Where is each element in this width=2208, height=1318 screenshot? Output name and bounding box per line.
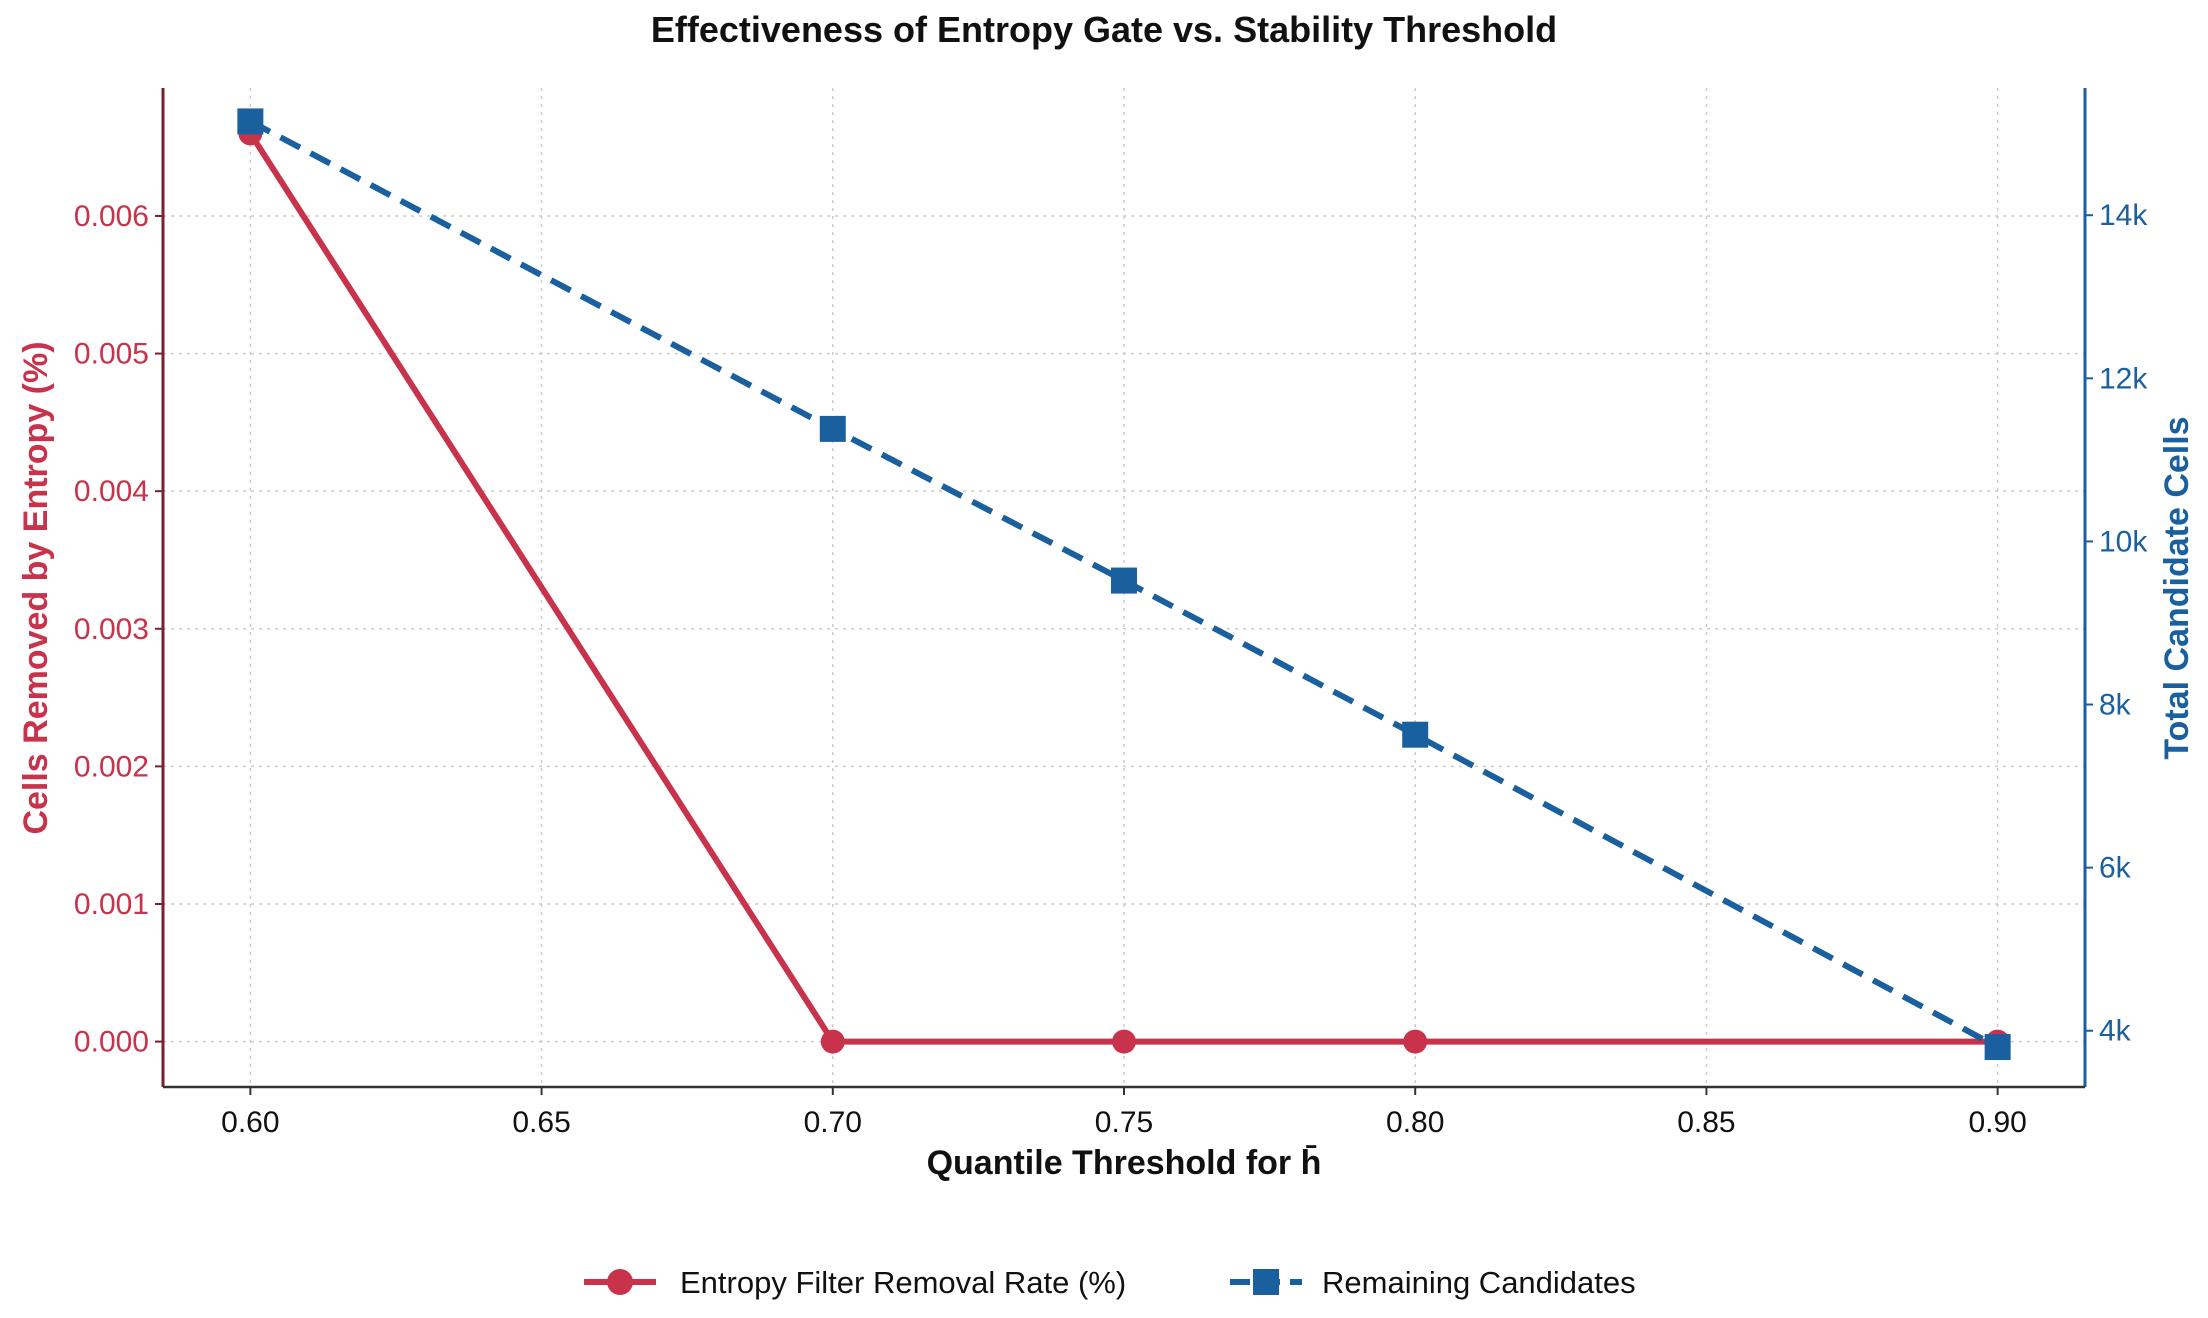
right-axis-ticks: 4k 6k 8k 10k 12k 14k	[2085, 199, 2148, 1048]
legend-marker-removal-rate	[607, 1269, 633, 1295]
right-tick-label: 4k	[2099, 1015, 2132, 1048]
x-tick-label: 0.85	[1677, 1106, 1735, 1139]
left-tick-label: 0.005	[74, 338, 149, 371]
x-tick-label: 0.60	[221, 1106, 279, 1139]
left-tick-label: 0.006	[74, 200, 149, 233]
left-axis-ticks: 0.000 0.001 0.002 0.003 0.004 0.005 0.006	[74, 200, 163, 1059]
x-tick-label: 0.90	[1968, 1106, 2026, 1139]
x-tick-label: 0.75	[1095, 1106, 1153, 1139]
data-point	[819, 415, 846, 442]
x-tick-label: 0.80	[1386, 1106, 1444, 1139]
left-axis-label: Cells Removed by Entropy (%)	[17, 341, 55, 834]
data-point	[237, 108, 264, 135]
x-tick-label: 0.65	[512, 1106, 570, 1139]
legend-label-removal-rate: Entropy Filter Removal Rate (%)	[680, 1265, 1126, 1300]
left-tick-label: 0.003	[74, 613, 149, 646]
series	[237, 108, 2011, 1061]
data-point	[1403, 1029, 1428, 1054]
data-point	[1402, 721, 1429, 748]
legend: Entropy Filter Removal Rate (%) Remainin…	[584, 1265, 1636, 1300]
right-tick-label: 14k	[2099, 199, 2148, 232]
x-axis-ticks: 0.60 0.65 0.70 0.75 0.80 0.85 0.90	[221, 1087, 2027, 1139]
left-tick-label: 0.004	[74, 475, 149, 508]
data-point	[1112, 1029, 1136, 1054]
left-tick-label: 0.000	[74, 1026, 149, 1059]
left-tick-label: 0.001	[74, 888, 149, 921]
x-axis-label: Quantile Threshold for h̄	[927, 1144, 1322, 1182]
right-tick-label: 8k	[2099, 689, 2132, 722]
series-remaining-candidates	[237, 108, 2011, 1061]
legend-marker-remaining-candidates	[1253, 1269, 1279, 1295]
right-axis-label: Total Candidate Cells	[2158, 416, 2196, 759]
right-tick-label: 6k	[2099, 852, 2132, 885]
right-tick-label: 10k	[2099, 525, 2148, 558]
chart-title: Effectiveness of Entropy Gate vs. Stabil…	[651, 9, 1557, 50]
legend-label-remaining-candidates: Remaining Candidates	[1322, 1265, 1636, 1300]
data-point	[820, 1029, 845, 1054]
data-point	[1111, 567, 1137, 594]
x-tick-label: 0.70	[804, 1106, 862, 1139]
left-tick-label: 0.002	[74, 750, 149, 783]
data-point	[1984, 1034, 2011, 1061]
right-tick-label: 12k	[2099, 362, 2148, 395]
